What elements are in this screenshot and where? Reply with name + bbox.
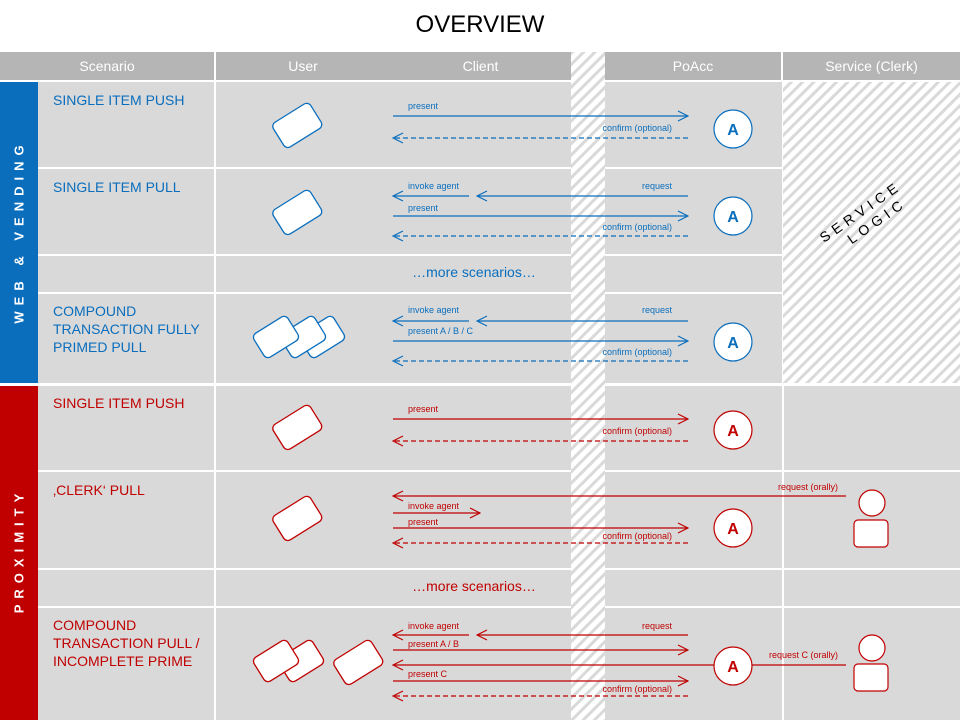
agent-icons-prox: A A A	[713, 410, 753, 686]
agent-icon: A	[713, 410, 753, 450]
svg-text:confirm (optional): confirm (optional)	[602, 684, 672, 694]
clerk-icons	[853, 489, 889, 692]
svg-text:request: request	[642, 305, 673, 315]
agent-icon: A	[713, 508, 753, 548]
prox-arrows	[393, 419, 846, 696]
agent-icons-web: A A A	[713, 109, 753, 362]
svg-text:present: present	[408, 517, 439, 527]
card-icons-prox	[252, 404, 384, 686]
svg-text:confirm (optional): confirm (optional)	[602, 531, 672, 541]
scenario-label: ‚CLERK‘ PULL	[53, 482, 145, 498]
group-proximity	[0, 386, 38, 720]
scenario-label: COMPOUND TRANSACTION FULLY PRIMED PULL	[53, 303, 200, 355]
svg-text:confirm (optional): confirm (optional)	[602, 347, 672, 357]
header-client: Client	[390, 52, 571, 80]
svg-text:invoke agent: invoke agent	[408, 621, 460, 631]
scenario-label: SINGLE ITEM PUSH	[53, 395, 185, 411]
svg-text:present C: present C	[408, 669, 448, 679]
page-title: OVERVIEW	[415, 11, 545, 38]
web-arrows	[393, 116, 688, 361]
agent-icon: A	[713, 196, 753, 236]
agent-icon: A	[713, 646, 753, 686]
card-icon	[272, 102, 323, 149]
svg-text:A: A	[727, 335, 739, 352]
card-icon	[272, 189, 323, 236]
card-icon	[272, 495, 323, 542]
svg-text:A: A	[727, 659, 739, 676]
web-arrow-labels: present confirm (optional) invoke agent …	[408, 101, 672, 357]
svg-text:invoke agent: invoke agent	[408, 305, 460, 315]
hatched-boundary	[571, 52, 605, 720]
svg-text:confirm (optional): confirm (optional)	[602, 123, 672, 133]
scenario-label: SINGLE ITEM PUSH	[53, 92, 185, 108]
svg-text:request: request	[642, 621, 673, 631]
person-icon	[853, 634, 889, 692]
grid-cells	[38, 82, 960, 720]
card-icon	[252, 315, 300, 359]
header-poacc: PoAcc	[605, 52, 781, 80]
svg-text:invoke agent: invoke agent	[408, 181, 460, 191]
header-user: User	[216, 52, 390, 80]
svg-text:A: A	[727, 521, 739, 538]
svg-text:invoke agent: invoke agent	[408, 501, 460, 511]
card-icons-web	[252, 102, 346, 359]
card-icon	[333, 639, 384, 686]
svg-text:request: request	[642, 181, 673, 191]
svg-text:request C (orally): request C (orally)	[769, 650, 838, 660]
person-icon	[853, 489, 889, 548]
agent-icon: A	[713, 109, 753, 149]
svg-text:request (orally): request (orally)	[778, 482, 838, 492]
agent-icon: A	[713, 322, 753, 362]
svg-text:confirm (optional): confirm (optional)	[602, 426, 672, 436]
svg-text:confirm (optional): confirm (optional)	[602, 222, 672, 232]
group-web-vending	[0, 82, 38, 383]
more-scenarios: …more scenarios…	[412, 264, 536, 280]
scenario-label: COMPOUND TRANSACTION PULL / INCOMPLETE P…	[53, 617, 200, 669]
service-logic-area	[783, 82, 960, 383]
svg-text:A: A	[727, 122, 739, 139]
header-scenario: Scenario	[0, 52, 214, 80]
prox-arrow-labels: present confirm (optional) request (oral…	[408, 404, 838, 694]
svg-text:present: present	[408, 203, 439, 213]
card-icon	[272, 404, 323, 451]
svg-text:A: A	[727, 423, 739, 440]
svg-text:present: present	[408, 404, 439, 414]
svg-text:present: present	[408, 101, 439, 111]
header-service: Service (Clerk)	[783, 52, 960, 80]
svg-text:present A / B: present A / B	[408, 639, 459, 649]
more-scenarios: …more scenarios…	[412, 578, 536, 594]
card-icon	[252, 639, 300, 683]
svg-text:present A / B / C: present A / B / C	[408, 326, 474, 336]
svg-text:A: A	[727, 209, 739, 226]
scenario-label: SINGLE ITEM PULL	[53, 179, 181, 195]
